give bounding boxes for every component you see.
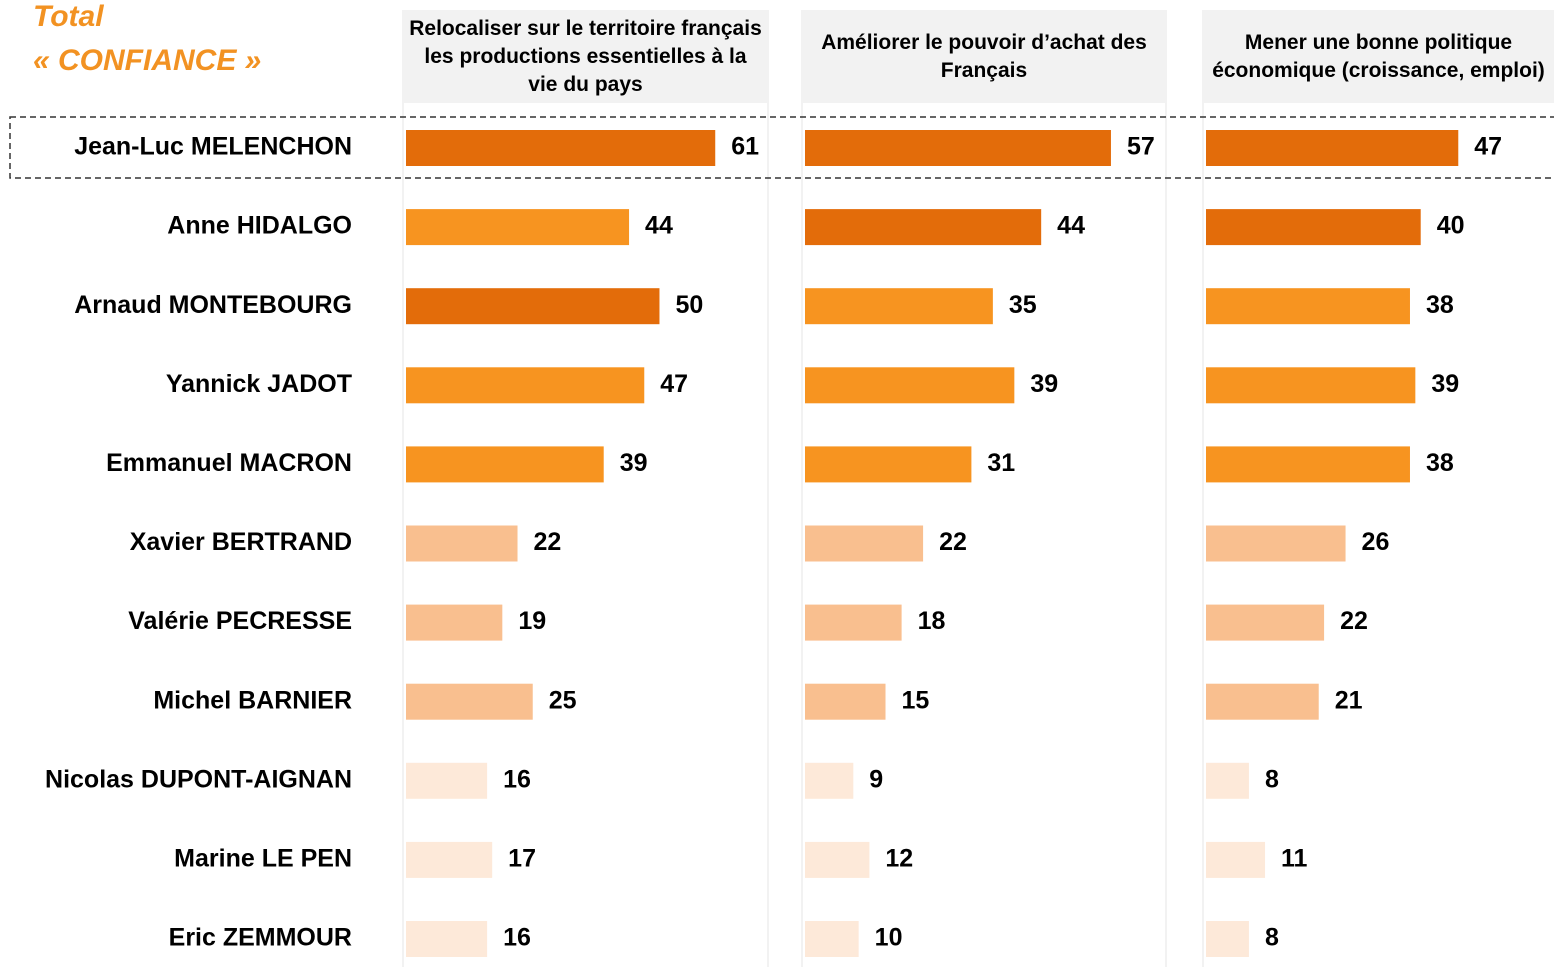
chart-title: Total: [33, 0, 104, 33]
value-label: 26: [1362, 528, 1390, 556]
column-header: Relocaliser sur le territoire français l…: [403, 10, 768, 103]
bar: [406, 841, 493, 878]
category-label: Anne HIDALGO: [167, 212, 352, 240]
category-label: Arnaud MONTEBOURG: [74, 291, 352, 319]
bar: [1206, 209, 1421, 246]
bar: [406, 367, 645, 404]
bar: [406, 604, 503, 641]
bar: [805, 683, 886, 720]
value-label: 40: [1437, 212, 1465, 240]
value-label: 9: [869, 765, 883, 793]
highlight-box: [9, 116, 1554, 179]
bar: [805, 921, 859, 957]
column-header: Améliorer le pouvoir d’achat des Françai…: [802, 10, 1166, 103]
value-label: 22: [939, 528, 967, 556]
value-label: 57: [1127, 133, 1155, 161]
bar: [1206, 762, 1249, 799]
value-label: 22: [1340, 607, 1368, 635]
column-header: Mener une bonne politique économique (cr…: [1203, 10, 1554, 103]
bar: [1206, 130, 1459, 166]
value-label: 16: [503, 924, 531, 952]
value-label: 50: [675, 291, 703, 319]
value-label: 8: [1265, 765, 1279, 793]
bar: [406, 209, 630, 246]
value-label: 38: [1426, 449, 1454, 477]
category-label: Yannick JADOT: [166, 370, 352, 398]
value-label: 39: [620, 449, 648, 477]
bar: [1206, 683, 1319, 720]
value-label: 21: [1335, 686, 1363, 714]
bar: [406, 130, 716, 166]
value-label: 39: [1030, 370, 1058, 398]
bar: [1206, 525, 1346, 562]
chart-title: « CONFIANCE »: [33, 44, 262, 77]
bar: [805, 446, 972, 483]
value-label: 22: [534, 528, 562, 556]
bar: [1206, 921, 1249, 957]
bar: [1206, 604, 1325, 641]
category-label: Eric ZEMMOUR: [169, 924, 352, 952]
bar: [805, 604, 902, 641]
value-label: 11: [1281, 845, 1308, 873]
value-label: 35: [1009, 291, 1037, 319]
bar: [406, 446, 604, 483]
bar: [406, 921, 488, 957]
bar: [805, 841, 870, 878]
bar: [406, 525, 518, 562]
value-label: 16: [503, 765, 531, 793]
bar: [805, 367, 1015, 404]
category-label: Emmanuel MACRON: [106, 449, 352, 477]
bar: [1206, 446, 1410, 483]
bar: [1206, 367, 1416, 404]
value-label: 31: [987, 449, 1015, 477]
value-label: 47: [1474, 133, 1502, 161]
bar: [406, 288, 660, 325]
category-label: Michel BARNIER: [153, 686, 352, 714]
value-label: 19: [518, 607, 546, 635]
bar: [406, 762, 488, 799]
value-label: 17: [508, 845, 536, 873]
bar: [1206, 841, 1266, 878]
value-label: 47: [660, 370, 688, 398]
value-label: 18: [918, 607, 946, 635]
category-label: Valérie PECRESSE: [128, 607, 352, 635]
bar: [1206, 288, 1410, 325]
bar: [406, 683, 533, 720]
value-label: 10: [875, 924, 903, 952]
value-label: 44: [1057, 212, 1085, 240]
bar: [805, 762, 854, 799]
value-label: 8: [1265, 924, 1279, 952]
bar: [805, 130, 1111, 166]
value-label: 15: [902, 686, 930, 714]
value-label: 61: [731, 133, 759, 161]
category-label: Nicolas DUPONT-AIGNAN: [45, 765, 352, 793]
value-label: 38: [1426, 291, 1454, 319]
category-label: Jean-Luc MELENCHON: [74, 133, 352, 161]
value-label: 44: [645, 212, 673, 240]
value-label: 25: [549, 686, 577, 714]
bar: [805, 525, 924, 562]
bar: [805, 209, 1042, 246]
bar: [805, 288, 993, 325]
category-label: Xavier BERTRAND: [130, 528, 352, 556]
value-label: 39: [1431, 370, 1459, 398]
value-label: 12: [885, 845, 913, 873]
category-label: Marine LE PEN: [174, 845, 352, 873]
